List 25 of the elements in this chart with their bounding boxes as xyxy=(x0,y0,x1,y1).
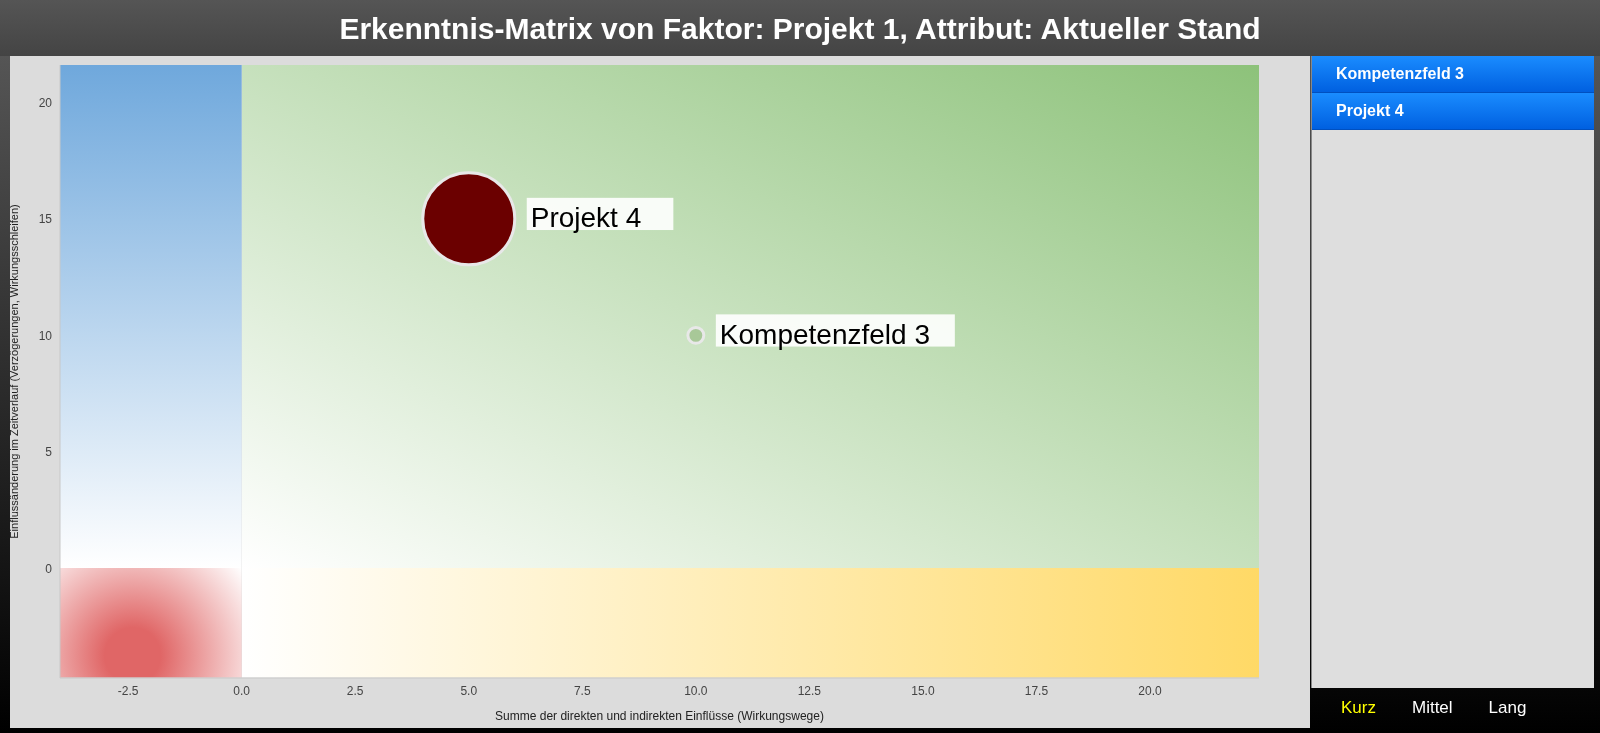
text: Lang xyxy=(1488,698,1527,718)
x-tick-label: 12.5 xyxy=(797,683,822,698)
x-tick-label: 15.0 xyxy=(911,683,935,698)
x-tick-label: 5.0 xyxy=(460,683,478,698)
x-axis-title: Summe der direkten und indirekten Einflüsse (Wirkungswege) xyxy=(495,709,824,723)
y-tick-label: 10 xyxy=(38,328,53,343)
series-label: Kompetenzfeld 3 xyxy=(719,318,930,350)
x-tick-label: 7.5 xyxy=(573,683,591,698)
x-tick-label: 2.5 xyxy=(346,683,364,698)
text: Kurz xyxy=(1341,698,1376,718)
text: Projekt 4 xyxy=(1336,102,1404,119)
y-tick-label: 20 xyxy=(38,95,53,110)
y-tick-label: 15 xyxy=(38,212,53,227)
series-label: Projekt 4 xyxy=(530,202,642,234)
chart-title: Erkenntnis-Matrix von Faktor: Projekt 1, Attribut: Aktueller Stand xyxy=(0,0,1600,56)
text: Kompetenzfeld 3 xyxy=(1336,65,1465,82)
text: Mittel xyxy=(1411,698,1453,718)
x-tick-label: 10.0 xyxy=(684,683,708,698)
x-tick-label: 20.0 xyxy=(1138,683,1162,698)
y-axis-title: Einflussänderung im Zeitverlauf (Verzögerungen, Wirkungsschleifen) xyxy=(7,204,20,539)
y-tick-label: 5 xyxy=(45,445,53,460)
x-tick-label: -2.5 xyxy=(117,683,139,698)
x-tick-label: 0.0 xyxy=(233,683,251,698)
y-tick-label: 0 xyxy=(45,561,53,576)
x-tick-label: 17.5 xyxy=(1024,683,1049,698)
